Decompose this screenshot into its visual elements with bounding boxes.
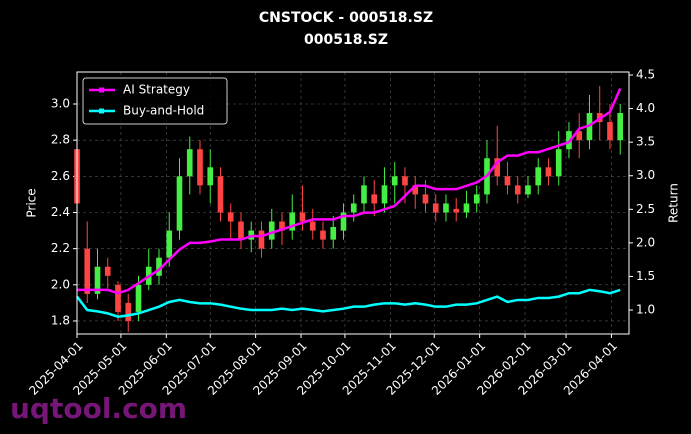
candle-body	[238, 221, 244, 240]
candle-body	[371, 194, 378, 204]
candle-body	[197, 149, 203, 186]
candle-body	[422, 194, 429, 204]
candle-body	[555, 149, 562, 177]
candle-body	[381, 185, 388, 204]
legend-label: Buy-and-Hold	[123, 104, 204, 118]
candle-body	[94, 266, 101, 294]
candle-body	[289, 212, 296, 231]
watermark: uqtool.com	[10, 392, 187, 425]
y2-tick-label: 2.0	[636, 235, 655, 249]
candle-body	[135, 284, 142, 312]
chart-title: CNSTOCK - 000518.SZ	[259, 10, 433, 26]
candle-body	[217, 176, 224, 213]
legend: AI Strategy Buy-and-Hold	[82, 77, 228, 125]
candle-body	[268, 221, 275, 240]
legend-marker	[99, 108, 104, 114]
plot-frame	[76, 71, 630, 335]
candle-body	[453, 208, 460, 213]
y2-axis-label: Return	[667, 183, 681, 223]
candle-body	[104, 266, 111, 276]
candle-body	[473, 194, 480, 204]
candle-body	[535, 167, 542, 186]
y-tick-label: 1.8	[51, 313, 70, 327]
candle-body	[258, 230, 265, 249]
candle-body	[279, 221, 285, 231]
y2-tick-label: 1.5	[636, 269, 655, 283]
candle-body	[617, 113, 624, 141]
candle-body	[545, 167, 552, 177]
y-tick-label: 2.6	[51, 169, 70, 183]
y2-tick-label: 3.5	[636, 135, 655, 149]
candle-body	[330, 226, 337, 240]
legend-label: AI Strategy	[123, 83, 190, 97]
candle-body	[186, 149, 193, 177]
candle-body	[299, 212, 306, 222]
y2-tick-label: 4.5	[636, 68, 655, 82]
y2-tick-label: 1.0	[636, 303, 655, 317]
y2-tick-label: 4.0	[636, 101, 655, 115]
y-tick-label: 2.0	[51, 277, 70, 291]
candle-body	[320, 230, 326, 240]
y-tick-label: 3.0	[51, 97, 70, 111]
candle-body	[432, 203, 439, 213]
y2-tick-label: 3.0	[636, 168, 655, 182]
candle-body	[166, 230, 173, 258]
candle-body	[607, 122, 613, 141]
legend-marker	[99, 87, 104, 93]
candle-body	[576, 131, 583, 141]
y2-tick-label: 2.5	[636, 202, 655, 216]
candle-body	[156, 257, 162, 276]
candle-body	[504, 176, 511, 186]
legend-box	[82, 77, 228, 125]
candle-body	[115, 284, 121, 312]
return-line	[76, 288, 621, 319]
candle-body	[443, 203, 449, 213]
candle-body	[494, 158, 501, 177]
candle-body	[309, 221, 316, 231]
candle-body	[402, 176, 408, 186]
candle-body	[514, 185, 521, 195]
candle-body	[525, 185, 531, 195]
candle-body	[391, 176, 398, 186]
candle-body	[125, 302, 132, 321]
y-tick-label: 2.4	[51, 205, 70, 219]
candle-body	[176, 176, 183, 231]
return-line	[77, 87, 622, 295]
candle-body	[463, 203, 470, 213]
candle-body	[412, 185, 419, 195]
candle-body	[227, 212, 234, 222]
candle-body	[84, 248, 91, 294]
candle-body	[350, 203, 357, 213]
y-tick-label: 2.2	[51, 241, 70, 255]
chart-subtitle: 000518.SZ	[304, 32, 388, 48]
candle-body	[207, 167, 214, 186]
y-axis-label: Price	[25, 188, 39, 217]
candle-body	[340, 212, 347, 231]
candle-body	[361, 185, 367, 204]
y-tick-label: 2.8	[51, 133, 70, 147]
